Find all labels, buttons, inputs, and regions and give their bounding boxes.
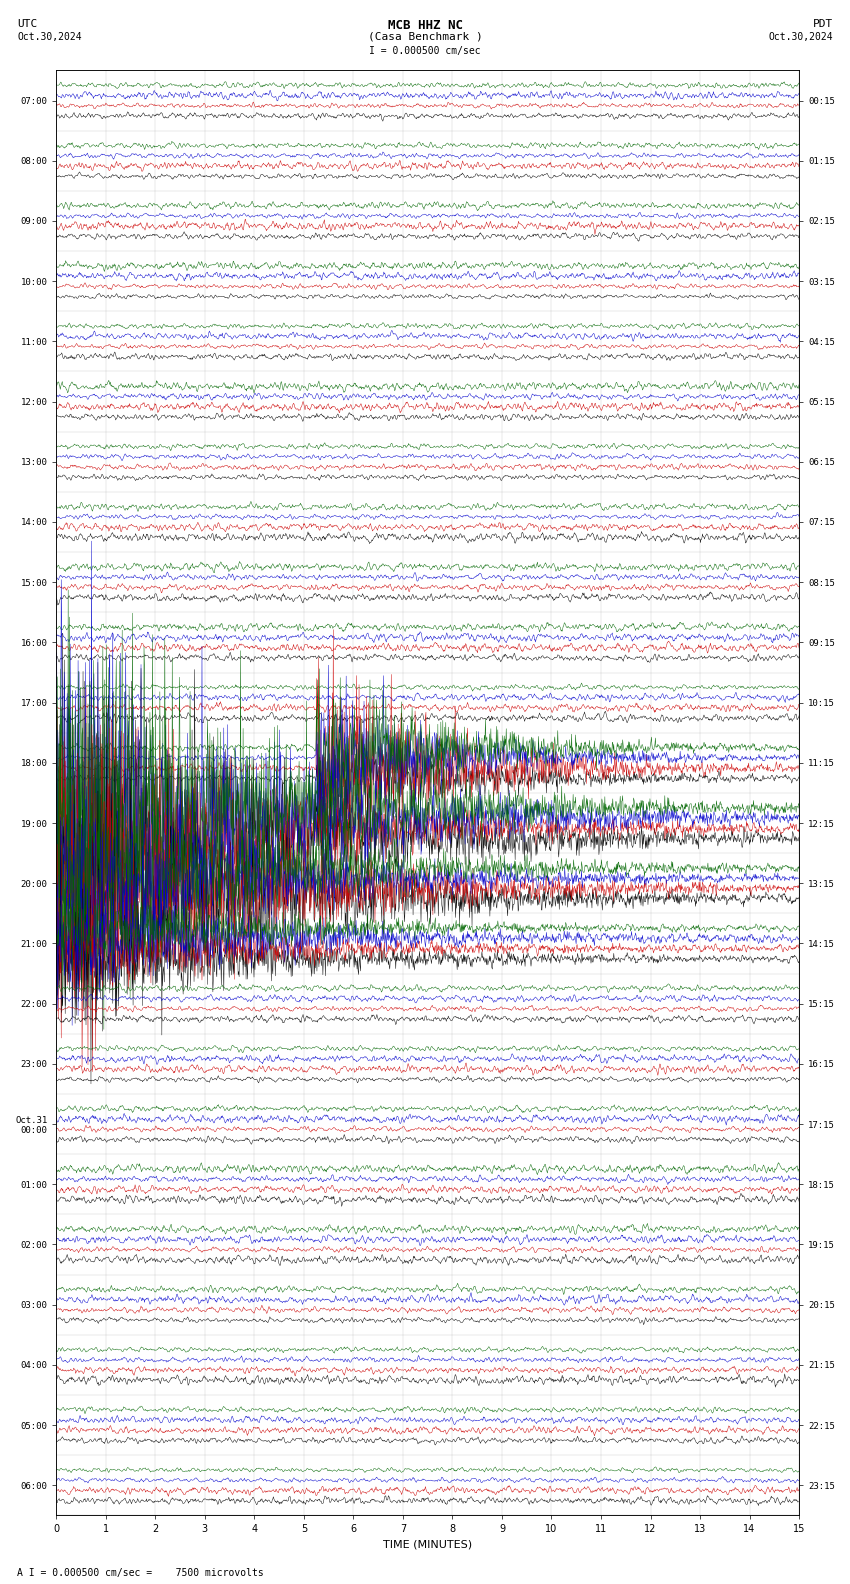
Text: A I = 0.000500 cm/sec =    7500 microvolts: A I = 0.000500 cm/sec = 7500 microvolts bbox=[17, 1568, 264, 1578]
Text: Oct.30,2024: Oct.30,2024 bbox=[17, 32, 82, 41]
Text: I = 0.000500 cm/sec: I = 0.000500 cm/sec bbox=[369, 46, 481, 55]
Text: PDT: PDT bbox=[813, 19, 833, 29]
Text: (Casa Benchmark ): (Casa Benchmark ) bbox=[367, 32, 483, 41]
Text: UTC: UTC bbox=[17, 19, 37, 29]
X-axis label: TIME (MINUTES): TIME (MINUTES) bbox=[383, 1540, 473, 1551]
Text: MCB HHZ NC: MCB HHZ NC bbox=[388, 19, 462, 32]
Text: Oct.30,2024: Oct.30,2024 bbox=[768, 32, 833, 41]
